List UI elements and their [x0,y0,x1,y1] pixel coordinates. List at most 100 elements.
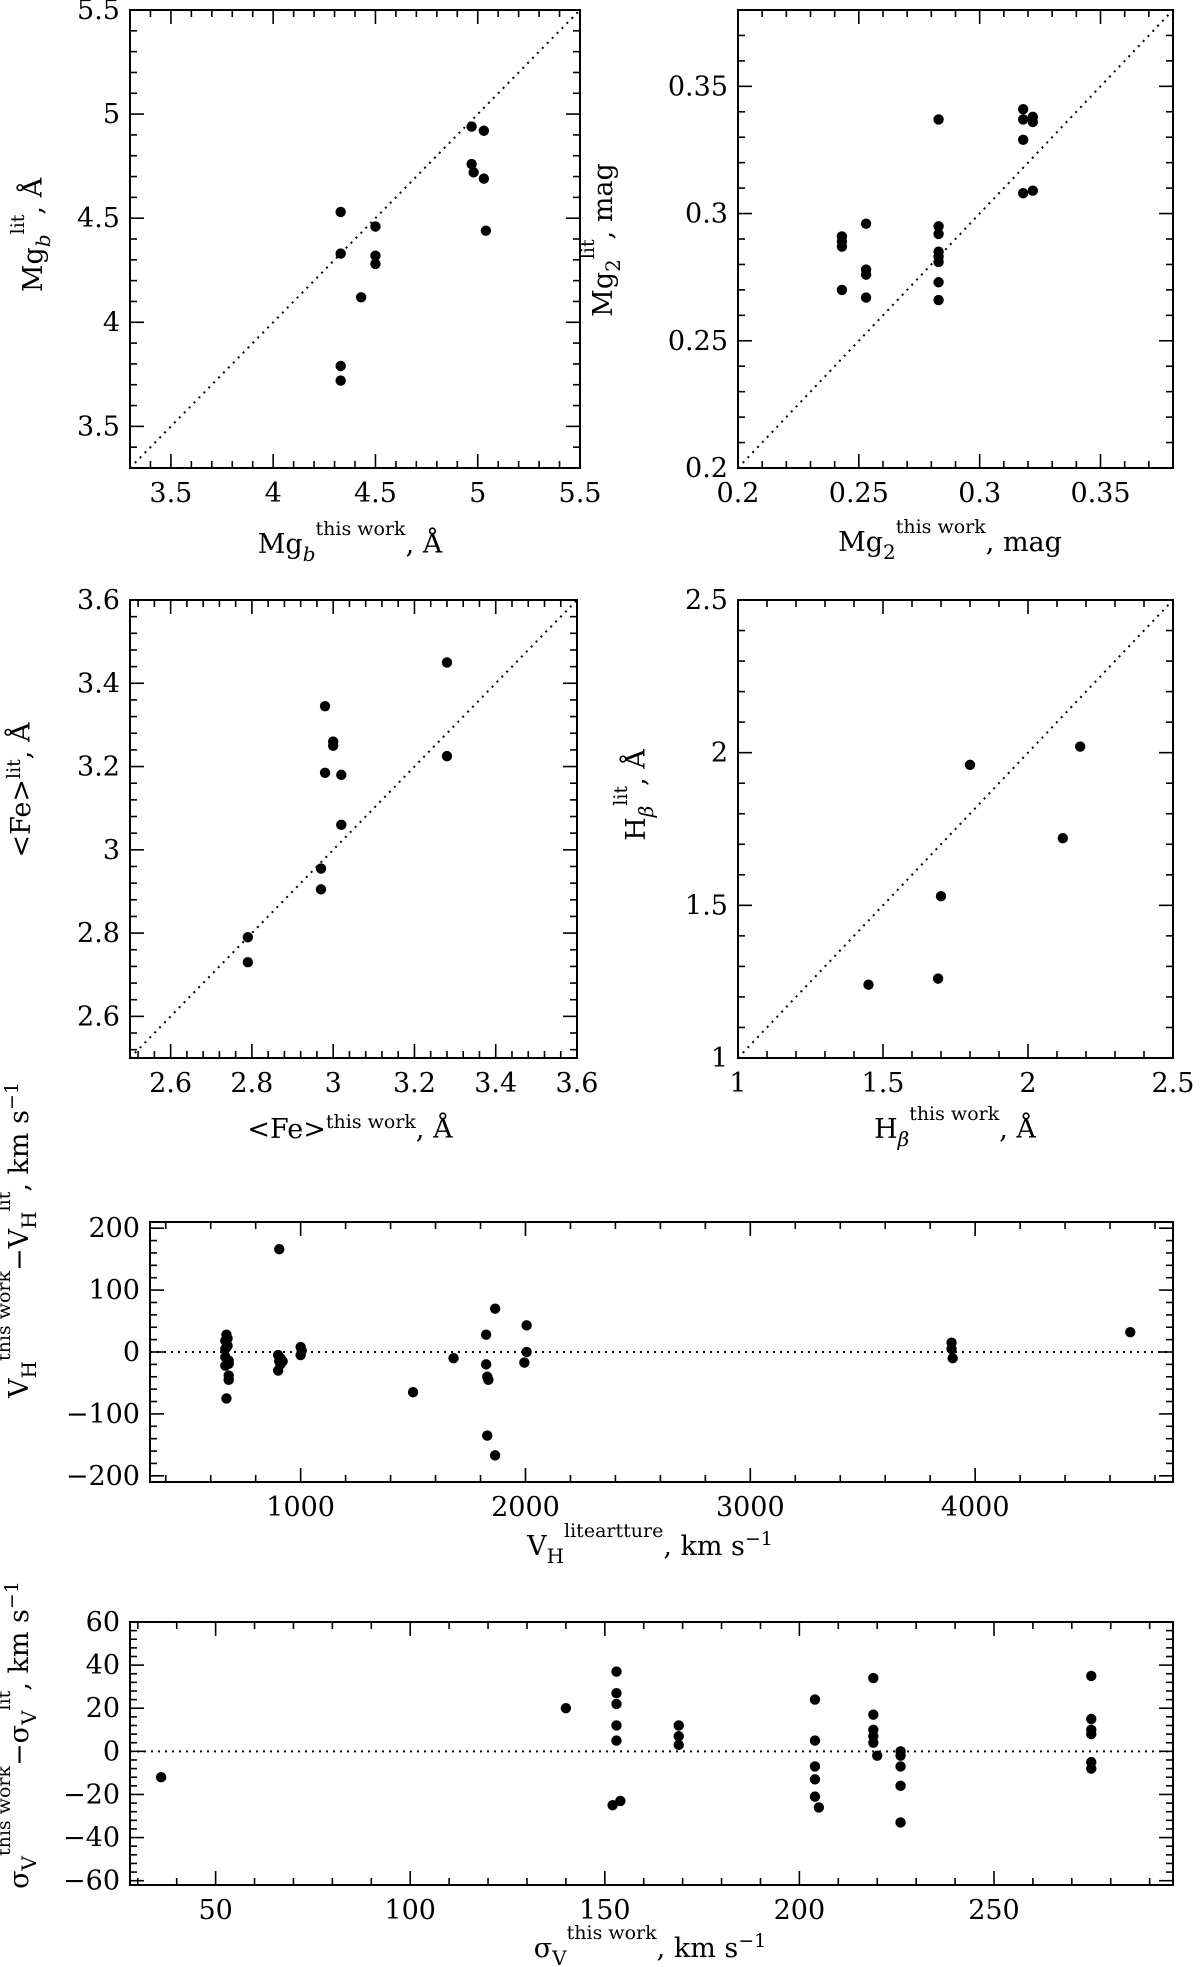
mg2-y-tick-label: 0.25 [668,326,728,357]
mg2-data-point [860,218,872,229]
sigma-data-point [895,1761,906,1772]
fe-x-tick-label: 3.4 [474,1068,517,1099]
fe-y-tick-label: 3 [103,835,120,866]
hbeta-data-point [932,973,944,984]
sigma-y-tick-label: −20 [63,1779,120,1810]
sigma-data-point [673,1739,684,1751]
mg2-data-point [933,221,944,232]
mg2-data-point [933,114,944,125]
mgb-x-label: Mgbthis work, Å [258,518,443,566]
mg2-data-point [836,241,848,252]
sigma-data-point [673,1731,684,1742]
fe-panel: <Fe>lit, Å <Fe>this work, Å 2.6 2.8 3 3.2 3.… [3,585,598,1145]
vh-data-point [223,1374,234,1386]
sigma-data-point [611,1687,622,1699]
vh-x-tick-label: 2000 [491,1492,560,1523]
fe-y-tick-label: 3.6 [77,585,120,616]
hbeta-data-point [863,979,874,990]
mg2-y-tick-label: 0.2 [685,453,728,484]
vh-y-tick-label: −200 [66,1461,140,1492]
hbeta-plot-frame [737,599,1174,1059]
mgb-plot-frame [129,9,581,469]
mg2-data-point [933,228,944,240]
vh-data-point [277,1356,288,1367]
hbeta-y-label: Hβlit, Å [610,749,658,841]
sigma-y-tick-label: 20 [86,1693,120,1724]
mg2-data-point [836,284,848,296]
sigma-x-tick-label: 100 [384,1895,436,1926]
sigma-y-tick-label: 0 [103,1736,120,1767]
mgb-y-tick-label: 4.5 [77,203,120,234]
mg2-data-point [1017,114,1029,125]
mgb-y-tick-label: 5.5 [77,0,120,26]
svg-text:Hβlit, Å: Hβlit, Å [610,749,658,841]
mg2-panel: Mg2lit, mag Mg2this work, mag 0.2 0.25 0.3… [577,9,1174,564]
mgb-data-point [466,121,477,132]
svg-text:σVthis work−σVlit, km s−1: σVthis work−σVlit, km s−1 [0,1581,41,1889]
hbeta-y-tick-label: 1 [711,1043,728,1074]
vh-y-tick-label: 100 [88,1275,140,1306]
sigma-data-point [673,1720,684,1731]
mgb-x-tick-label: 5 [469,478,486,509]
sigma-data-point [611,1720,622,1731]
vh-data-point [480,1329,492,1340]
svg-text:Mg2lit, mag: Mg2lit, mag [577,163,625,317]
vh-data-point [222,1333,233,1344]
mg2-data-point [860,269,872,280]
mgb-x-tick-label: 4.5 [354,478,397,509]
fe-data-point [441,657,453,668]
mg2-x-tick-label: 0.2 [717,478,760,509]
vh-data-point [946,1343,957,1355]
fe-x-tick-label: 3 [325,1068,342,1099]
fe-x-tick-label: 2.6 [149,1068,192,1099]
mgb-data-point [335,375,346,386]
mg2-data-point [1027,185,1039,196]
vh-data-point [480,1359,492,1370]
mgb-data-point [478,125,490,136]
mgb-data-point [478,173,490,184]
mgb-y-label: Mgblit, Å [7,177,55,292]
mg2-x-tick-label: 0.25 [829,478,889,509]
fe-one-to-one-line [129,599,578,1059]
vh-data-point [483,1374,494,1386]
vh-y-label: VHthis work−VHlit, km s−1 [0,1082,41,1399]
mgb-x-tick-label: 5.5 [559,478,602,509]
sigma-data-point [1086,1728,1097,1740]
fe-x-label: <Fe>this work, Å [247,1111,453,1145]
fe-x-tick-label: 3.2 [393,1068,436,1099]
sigma-data-point [560,1703,572,1714]
sigma-data-point [611,1735,622,1746]
fe-data-point [319,767,331,778]
hbeta-x-tick-label: 2 [1019,1068,1036,1099]
mg2-y-tick-label: 0.3 [685,199,728,230]
sigma-data-point [1086,1713,1097,1725]
mg2-x-tick-label: 0.35 [1070,478,1130,509]
mgb-data-point [468,167,479,178]
vh-panel: VHthis work−VHlit, km s−1 VHliteartture,… [0,1082,1174,1568]
sigma-plot-frame [129,1621,1174,1886]
fe-y-tick-label: 3.4 [77,668,120,699]
svg-text:<Fe>lit, Å: <Fe>lit, Å [3,722,37,857]
sigma-panel: σVthis work−σVlit, km s−1 σVthis work, k… [0,1581,1174,1967]
sigma-data-point [809,1791,821,1802]
sigma-data-point [872,1750,883,1761]
vh-data-point [519,1357,530,1368]
mgb-x-tick-label: 3.5 [149,478,192,509]
sigma-y-tick-label: 60 [86,1607,120,1638]
sigma-x-label: σVthis work, km s−1 [534,1922,767,1967]
vh-x-label: VHliteartture, km s−1 [526,1520,773,1568]
vh-y-tick-label: −100 [66,1399,140,1430]
mg2-data-point [933,277,944,288]
fe-x-tick-label: 3.6 [556,1068,599,1099]
sigma-data-point [868,1672,879,1684]
vh-data-point [489,1303,501,1314]
sigma-data-point [611,1666,622,1677]
vh-data-point [274,1244,285,1255]
hbeta-one-to-one-line [737,599,1174,1059]
mg2-data-point [1017,134,1029,145]
sigma-x-tick-label: 200 [774,1895,826,1926]
vh-data-point [1125,1326,1136,1338]
sigma-data-point [895,1750,906,1761]
vh-y-tick-label: 200 [88,1213,140,1244]
